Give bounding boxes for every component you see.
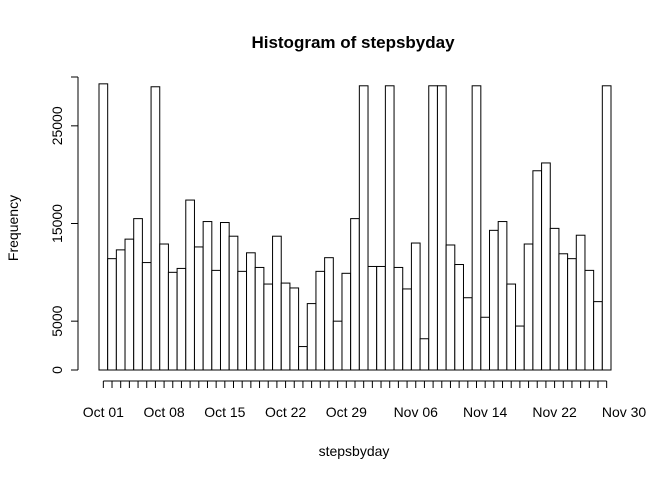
bar bbox=[523, 243, 534, 371]
bar bbox=[350, 218, 360, 371]
bar bbox=[541, 162, 551, 371]
bar bbox=[419, 338, 430, 371]
bar bbox=[107, 258, 117, 371]
bar bbox=[298, 346, 308, 371]
bar bbox=[428, 85, 438, 371]
bar bbox=[133, 218, 143, 371]
bar bbox=[436, 85, 447, 371]
bar bbox=[532, 170, 543, 371]
bar bbox=[575, 234, 586, 371]
bar bbox=[593, 301, 603, 371]
bar bbox=[445, 244, 456, 371]
bar bbox=[341, 272, 352, 371]
bar bbox=[489, 229, 499, 371]
bar bbox=[246, 252, 256, 371]
bar bbox=[124, 238, 135, 371]
bar bbox=[324, 257, 334, 371]
bar bbox=[263, 283, 274, 371]
bar bbox=[384, 85, 395, 371]
bar bbox=[176, 267, 187, 371]
bar bbox=[332, 320, 343, 371]
x-tick-label: Oct 22 bbox=[265, 404, 306, 420]
bar bbox=[219, 222, 230, 371]
bar bbox=[306, 303, 317, 371]
x-tick-label: Oct 15 bbox=[204, 404, 245, 420]
bar bbox=[159, 243, 169, 371]
bar bbox=[193, 246, 204, 371]
bar bbox=[480, 316, 491, 371]
chart-title: Histogram of stepsbyday bbox=[251, 33, 455, 52]
bar bbox=[454, 264, 464, 371]
bar bbox=[549, 227, 560, 371]
bar bbox=[462, 297, 473, 371]
bar bbox=[115, 249, 126, 371]
bar bbox=[150, 86, 161, 371]
x-tick-label: Oct 01 bbox=[83, 404, 124, 420]
x-tick-label: Nov 22 bbox=[532, 404, 577, 420]
bar bbox=[584, 269, 595, 371]
bar bbox=[367, 265, 378, 371]
bar bbox=[567, 258, 577, 371]
bar bbox=[497, 221, 508, 371]
bar bbox=[211, 269, 221, 371]
x-axis-label: stepsbyday bbox=[319, 443, 390, 459]
y-tick-label: 25000 bbox=[49, 106, 65, 145]
bar bbox=[376, 265, 386, 371]
x-tick-label: Oct 29 bbox=[326, 404, 367, 420]
bar bbox=[141, 262, 152, 371]
bar bbox=[202, 221, 213, 371]
bar bbox=[228, 235, 239, 371]
bar bbox=[167, 271, 178, 371]
bar bbox=[358, 85, 369, 371]
bar bbox=[315, 270, 326, 371]
bar bbox=[185, 199, 195, 371]
bar bbox=[289, 287, 300, 371]
bar bbox=[272, 235, 282, 371]
bar bbox=[601, 85, 612, 371]
y-axis-label: Frequency bbox=[5, 195, 21, 261]
bar bbox=[237, 270, 248, 371]
x-tick-label: Nov 14 bbox=[463, 404, 508, 420]
x-axis: Oct 01 Oct 08 Oct 15 Oct 22 Oct 29 Nov 06 Nov … bbox=[83, 380, 647, 420]
x-tick-label: Nov 30 bbox=[602, 404, 647, 420]
y-tick-label: 15000 bbox=[49, 204, 65, 243]
bars-group bbox=[98, 83, 612, 371]
y-axis: 0 5000 15000 25000 bbox=[49, 76, 79, 374]
bar bbox=[393, 266, 404, 371]
x-tick-label: Nov 06 bbox=[394, 404, 439, 420]
bar bbox=[402, 288, 412, 371]
bar bbox=[280, 282, 291, 371]
y-tick-label: 5000 bbox=[49, 305, 65, 336]
bar bbox=[506, 283, 517, 371]
bar bbox=[254, 266, 265, 371]
x-tick-label: Oct 08 bbox=[143, 404, 184, 420]
y-tick-label: 0 bbox=[49, 366, 65, 374]
bar bbox=[410, 242, 421, 371]
bar bbox=[558, 253, 569, 371]
bar bbox=[98, 83, 109, 371]
bar bbox=[515, 325, 525, 371]
bar bbox=[471, 85, 482, 371]
